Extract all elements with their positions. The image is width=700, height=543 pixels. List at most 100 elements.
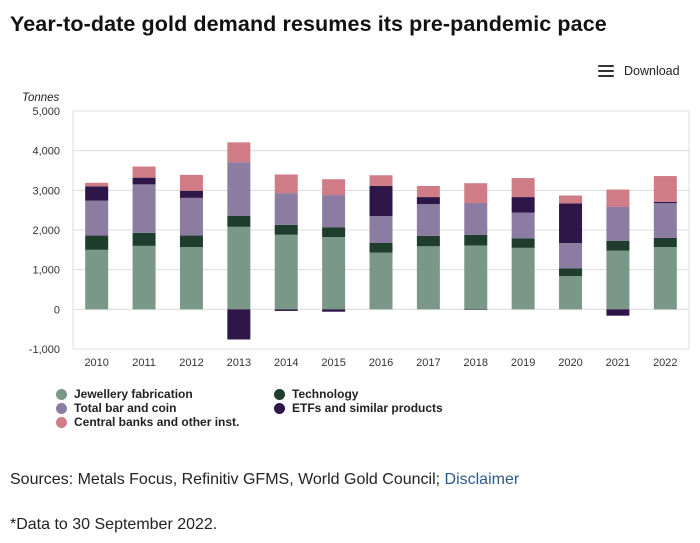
bar-segment-2019-etfs [511, 197, 535, 213]
bar-segment-2015-central-banks [322, 179, 346, 196]
bar-segment-2013-etfs [227, 309, 251, 340]
x-tick-label: 2022 [653, 357, 677, 369]
y-tick-label: 0 [54, 304, 60, 316]
bar-segment-2022-etfs [653, 201, 677, 204]
legend-swatch [56, 416, 67, 428]
bar-segment-2018-technology [464, 234, 488, 246]
bar-segment-2012-central-banks [179, 174, 203, 191]
chart-title: Year-to-date gold demand resumes its pre… [10, 12, 607, 36]
x-tick-label: 2017 [416, 357, 440, 369]
bar-segment-2012-technology [179, 235, 203, 248]
legend-swatch [274, 402, 285, 414]
bar-segment-2014-central-banks [274, 174, 298, 194]
y-tick-label: -1,000 [29, 344, 60, 356]
chart-legend: Jewellery fabrication Technology Total b… [56, 387, 516, 431]
bar-segment-2010-bar-coin [85, 200, 109, 236]
bar-segment-2011-etfs [132, 177, 156, 185]
bar-segment-2016-etfs [369, 185, 393, 217]
stacked-bar-chart: Tonnes 5,000 4,000 3,000 2,000 1,000 0 -1,000 20… [22, 92, 690, 369]
bar-segment-2014-jewellery [274, 234, 298, 310]
bar-segment-2016-central-banks [369, 175, 393, 186]
bar-segment-2012-etfs [179, 190, 203, 198]
legend-item-jewellery[interactable]: Jewellery fabrication [56, 387, 193, 401]
bar-segment-2017-central-banks [416, 185, 440, 198]
bar-segment-2013-jewellery [227, 226, 251, 310]
y-axis-unit-label: Tonnes [22, 92, 60, 104]
bar-segment-2012-bar-coin [179, 197, 203, 236]
bar-segment-2020-technology [559, 268, 583, 277]
x-tick-label: 2012 [179, 357, 203, 369]
bar-segment-2018-jewellery [464, 245, 488, 310]
bar-segment-2010-jewellery [85, 249, 109, 310]
bar-segment-2013-central-banks [227, 142, 251, 163]
legend-item-etfs[interactable]: ETFs and similar products [274, 401, 443, 415]
x-tick-label: 2015 [321, 357, 345, 369]
data-footnote: *Data to 30 September 2022. [10, 516, 218, 533]
bar-segment-2017-etfs [416, 197, 440, 205]
bar-segment-2022-bar-coin [653, 203, 677, 238]
disclaimer-link[interactable]: Disclaimer [444, 471, 520, 488]
bar-segment-2011-bar-coin [132, 184, 156, 233]
bar-segment-2018-bar-coin [464, 203, 488, 235]
y-tick-label: 4,000 [32, 146, 60, 158]
y-tick-label: 1,000 [32, 265, 60, 277]
bar-segment-2015-jewellery [322, 237, 346, 310]
x-tick-label: 2014 [274, 357, 298, 369]
bar-segment-2020-etfs [559, 203, 583, 244]
bar-segment-2012-jewellery [179, 247, 203, 310]
sources-note: Sources: Metals Focus, Refinitiv GFMS, W… [10, 471, 519, 489]
bar-segment-2021-bar-coin [606, 206, 630, 241]
bar-segment-2020-central-banks [559, 195, 583, 204]
bar-segment-2017-technology [416, 235, 440, 247]
bar-segment-2018-etfs [464, 309, 488, 310]
bar-segment-2011-central-banks [132, 166, 156, 178]
bar-segment-2015-bar-coin [322, 195, 346, 228]
y-tick-label: 2,000 [32, 225, 60, 237]
legend-label: Central banks and other inst. [74, 415, 240, 429]
x-tick-label: 2020 [558, 357, 582, 369]
bar-segment-2020-bar-coin [559, 243, 583, 269]
bar-segment-2015-etfs [322, 309, 346, 312]
x-tick-label: 2018 [464, 357, 488, 369]
legend-item-bar-coin[interactable]: Total bar and coin [56, 401, 176, 415]
bar-segment-2022-central-banks [653, 176, 677, 202]
bar-segment-2010-etfs [85, 186, 109, 201]
bar-segment-2021-technology [606, 240, 630, 251]
bar-segment-2016-technology [369, 242, 393, 253]
bar-segment-2017-jewellery [416, 246, 440, 310]
bar-segment-2019-central-banks [511, 178, 535, 198]
x-tick-label: 2021 [606, 357, 630, 369]
bar-segment-2019-technology [511, 238, 535, 248]
bar-segment-2016-jewellery [369, 252, 393, 310]
legend-label: Jewellery fabrication [74, 387, 193, 401]
bar-segment-2022-jewellery [653, 247, 677, 310]
legend-item-technology[interactable]: Technology [274, 387, 358, 401]
legend-swatch [274, 388, 285, 400]
x-tick-label: 2010 [84, 357, 108, 369]
bar-segment-2019-jewellery [511, 247, 535, 310]
bar-segment-2013-bar-coin [227, 162, 251, 216]
bar-segment-2014-technology [274, 224, 298, 235]
bar-segment-2020-jewellery [559, 276, 583, 310]
y-tick-label: 5,000 [32, 106, 60, 118]
bar-segment-2010-central-banks [85, 182, 109, 187]
y-tick-label: 3,000 [32, 185, 60, 197]
x-tick-label: 2016 [369, 357, 393, 369]
legend-label: Technology [292, 387, 359, 401]
sources-text: Sources: Metals Focus, Refinitiv GFMS, W… [10, 471, 445, 488]
bar-segment-2015-technology [322, 227, 346, 238]
x-tick-label: 2019 [511, 357, 535, 369]
legend-swatch [56, 402, 67, 414]
download-button[interactable]: Download [598, 64, 680, 78]
download-label: Download [624, 64, 680, 78]
legend-item-central-banks[interactable]: Central banks and other inst. [56, 415, 239, 429]
bar-segment-2010-technology [85, 235, 109, 250]
legend-swatch [56, 388, 67, 400]
bar-segment-2022-technology [653, 237, 677, 248]
bar-segment-2016-bar-coin [369, 216, 393, 243]
x-tick-label: 2013 [227, 357, 251, 369]
bar-segment-2011-jewellery [132, 245, 156, 310]
x-tick-label: 2011 [132, 357, 156, 369]
bar-segment-2014-etfs [274, 309, 298, 311]
bar-segment-2011-technology [132, 232, 156, 246]
